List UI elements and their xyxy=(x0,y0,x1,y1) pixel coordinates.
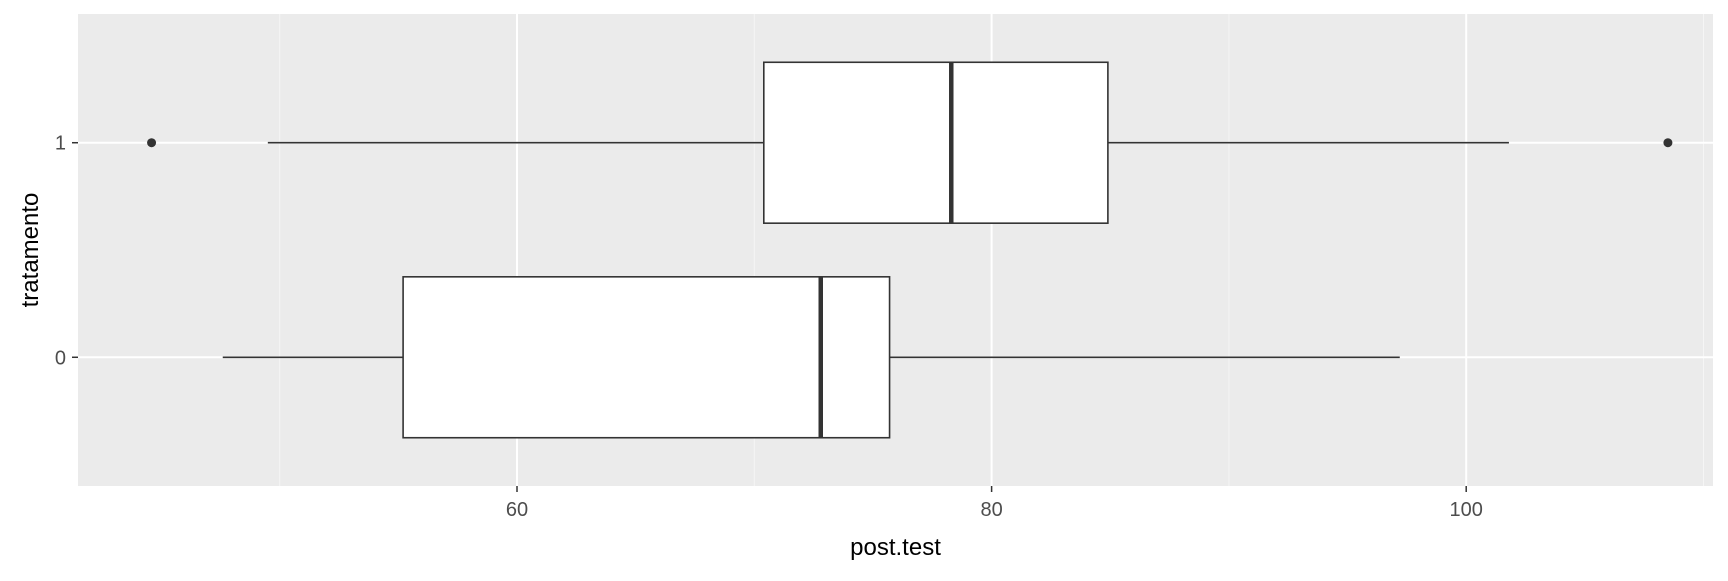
box-group-0 xyxy=(222,276,1400,439)
box-group-1 xyxy=(147,61,1673,224)
outlier-point xyxy=(1663,138,1673,148)
y-tick-label: 0 xyxy=(55,347,66,369)
x-axis-title: post.test xyxy=(850,534,941,561)
boxes xyxy=(147,61,1673,439)
x-tick-label: 100 xyxy=(1450,499,1483,521)
box-iqr xyxy=(402,276,891,439)
y-axis-title: tratamento xyxy=(17,193,44,308)
y-tick-label: 1 xyxy=(55,133,66,155)
box-iqr xyxy=(762,61,1109,224)
x-tick-label: 80 xyxy=(980,499,1002,521)
x-tick-label: 60 xyxy=(506,499,528,521)
outlier-point xyxy=(147,138,157,148)
axes: 60 80 100 0 1 xyxy=(55,133,1483,521)
